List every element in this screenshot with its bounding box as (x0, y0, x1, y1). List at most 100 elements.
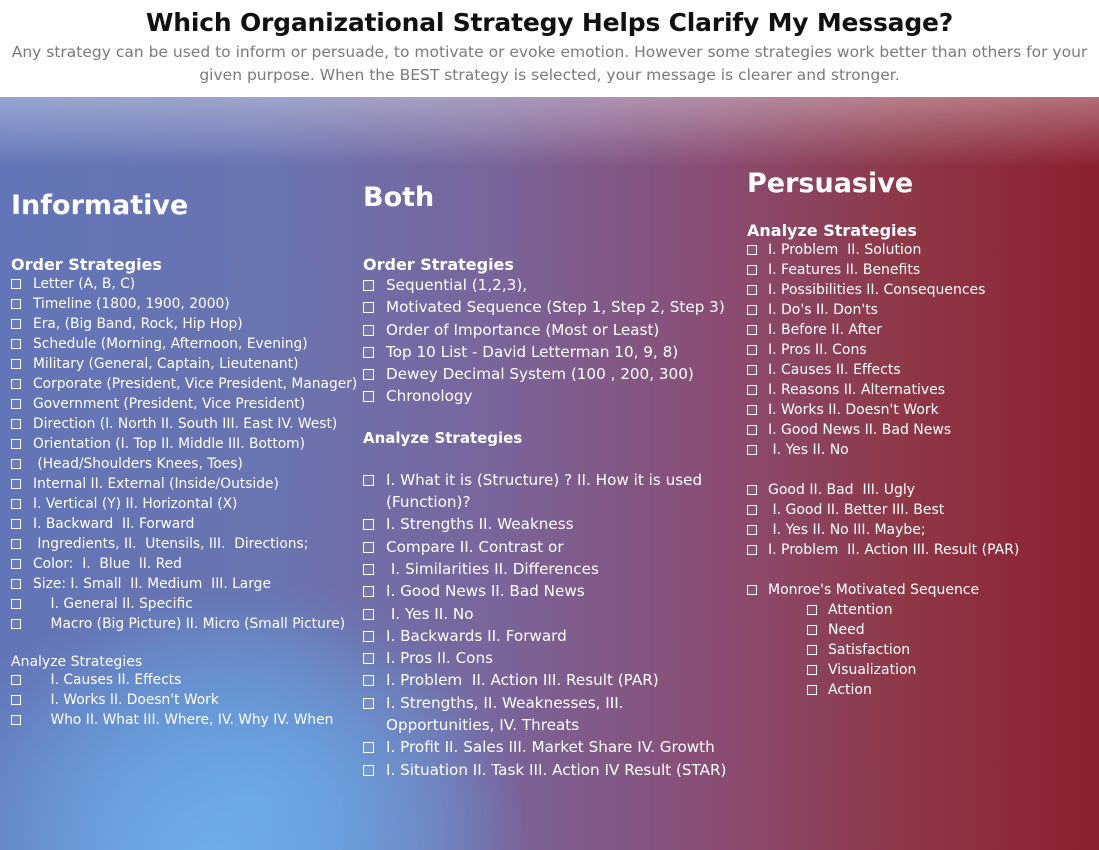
checklist-item-label: Direction (I. North II. South III. East … (33, 416, 338, 432)
checkbox-icon[interactable] (11, 399, 21, 409)
checkbox-icon[interactable] (11, 319, 21, 329)
checklist-item-label: I. Do's II. Don'ts (768, 302, 878, 318)
checkbox-icon[interactable] (363, 324, 374, 336)
checkbox-icon[interactable] (11, 715, 21, 725)
checklist-item: Chronology (363, 385, 733, 407)
checklist-item: I. Causes II. Effects (11, 670, 361, 690)
checkbox-icon[interactable] (363, 653, 374, 665)
checkbox-icon[interactable] (807, 665, 817, 675)
checkbox-icon[interactable] (363, 764, 374, 776)
checkbox-icon[interactable] (11, 619, 21, 629)
checklist-item-label: I. Strengths, II. Weaknesses, III. Oppor… (386, 693, 629, 735)
checklist-item-label: I. Before II. After (768, 322, 883, 338)
checkbox-icon[interactable] (747, 385, 757, 395)
checkbox-icon[interactable] (363, 346, 374, 358)
checkbox-icon[interactable] (363, 369, 374, 381)
checkbox-icon[interactable] (11, 695, 21, 705)
checkbox-icon[interactable] (807, 605, 817, 615)
checklist-item-label: Satisfaction (828, 642, 911, 658)
checklist-item-label: Compare II. Contrast or (386, 537, 564, 556)
checklist-item-label: Era, (Big Band, Rock, Hip Hop) (33, 316, 243, 332)
checkbox-icon[interactable] (747, 285, 757, 295)
checkbox-icon[interactable] (11, 675, 21, 685)
checkbox-icon[interactable] (747, 365, 757, 375)
checkbox-icon[interactable] (11, 599, 21, 609)
header: Which Organizational Strategy Helps Clar… (0, 0, 1099, 97)
checkbox-icon[interactable] (11, 559, 21, 569)
checklist-item-label: I. Situation II. Task III. Action IV Res… (386, 760, 727, 779)
checklist-item: Direction (I. North II. South III. East … (11, 414, 361, 434)
checklist-item-label: Ingredients, II. Utensils, III. Directio… (33, 536, 309, 552)
checkbox-icon[interactable] (363, 563, 374, 575)
both-analyze-list-b: I. Good News II. Bad News I. Yes II. No I… (363, 580, 733, 781)
checklist-item: Internal II. External (Inside/Outside) (11, 474, 361, 494)
checklist-item: Schedule (Morning, Afternoon, Evening) (11, 334, 361, 354)
checklist-item: I. What it is (Structure) ? II. How it i… (363, 469, 733, 514)
checkbox-icon[interactable] (11, 279, 21, 289)
checklist-item-label: I. Good News II. Bad News (768, 422, 952, 438)
checkbox-icon[interactable] (11, 459, 21, 469)
checkbox-icon[interactable] (747, 545, 757, 555)
checklist-item: Action (747, 680, 1087, 700)
checkbox-icon[interactable] (363, 302, 374, 314)
checklist-item-label: I. General II. Specific (33, 596, 193, 612)
checklist-item-label: Order of Importance (Most or Least) (386, 320, 660, 339)
checkbox-icon[interactable] (363, 280, 374, 291)
checklist-item: Dewey Decimal System (100 , 200, 300) (363, 363, 733, 385)
checkbox-icon[interactable] (11, 539, 21, 549)
checkbox-icon[interactable] (807, 625, 817, 635)
checklist-item-label: Motivated Sequence (Step 1, Step 2, Step… (386, 298, 725, 317)
checklist-item-label: I. Problem II. Action III. Result (PAR) (386, 671, 659, 690)
checkbox-icon[interactable] (11, 439, 21, 449)
checkbox-icon[interactable] (363, 474, 374, 486)
checkbox-icon[interactable] (11, 479, 21, 489)
checkbox-icon[interactable] (363, 675, 374, 687)
checkbox-icon[interactable] (747, 325, 757, 335)
checklist-item-label: I. Yes II. No (768, 442, 849, 458)
checkbox-icon[interactable] (11, 579, 21, 589)
checkbox-icon[interactable] (11, 299, 21, 309)
checkbox-icon[interactable] (363, 630, 374, 642)
checkbox-icon[interactable] (363, 742, 374, 754)
checkbox-icon[interactable] (747, 265, 757, 275)
checkbox-icon[interactable] (747, 505, 757, 515)
checklist-item-label: Color: I. Blue II. Red (33, 556, 182, 572)
checkbox-icon[interactable] (747, 405, 757, 415)
both-analyze-list-a: I. What it is (Structure) ? II. How it i… (363, 469, 733, 580)
checkbox-icon[interactable] (747, 345, 757, 355)
checklist-item-label: Who II. What III. Where, IV. Why IV. Whe… (33, 712, 334, 728)
checkbox-icon[interactable] (747, 525, 757, 535)
checkbox-icon[interactable] (11, 359, 21, 369)
checkbox-icon[interactable] (363, 608, 374, 620)
checklist-item: Satisfaction (747, 640, 1087, 660)
checkbox-icon[interactable] (747, 245, 757, 255)
checkbox-icon[interactable] (363, 519, 374, 531)
checkbox-icon[interactable] (11, 379, 21, 389)
checkbox-icon[interactable] (747, 485, 757, 495)
checklist-item: I. Profit II. Sales III. Market Share IV… (363, 736, 733, 758)
checklist-item: Timeline (1800, 1900, 2000) (11, 294, 361, 314)
checklist-item-label: I. Causes II. Effects (768, 362, 901, 378)
both-order-title: Order Strategies (363, 255, 514, 274)
checklist-item: I. Strengths II. Weakness (363, 513, 733, 535)
checkbox-icon[interactable] (363, 391, 374, 403)
checklist-item-label: I. Yes II. No III. Maybe; (768, 522, 926, 538)
checkbox-icon[interactable] (11, 519, 21, 529)
checkbox-icon[interactable] (747, 425, 757, 435)
checklist-item: Top 10 List - David Letterman 10, 9, 8) (363, 341, 733, 363)
checkbox-icon[interactable] (363, 541, 374, 553)
checkbox-icon[interactable] (11, 499, 21, 509)
checkbox-icon[interactable] (807, 645, 817, 655)
checkbox-icon[interactable] (363, 697, 374, 709)
checkbox-icon[interactable] (363, 586, 374, 598)
checkbox-icon[interactable] (807, 685, 817, 695)
checklist-item-label: Sequential (1,2,3), (386, 276, 528, 294)
checkbox-icon[interactable] (747, 445, 757, 455)
checkbox-icon[interactable] (747, 305, 757, 315)
checkbox-icon[interactable] (11, 339, 21, 349)
persuasive-monroe-list: Monroe's Motivated Sequence Attention Need… (747, 580, 1087, 700)
checklist-item-label: I. Problem II. Solution (768, 242, 922, 258)
checklist-item-label: I. Reasons II. Alternatives (768, 382, 946, 398)
checkbox-icon[interactable] (747, 585, 757, 595)
checkbox-icon[interactable] (11, 419, 21, 429)
